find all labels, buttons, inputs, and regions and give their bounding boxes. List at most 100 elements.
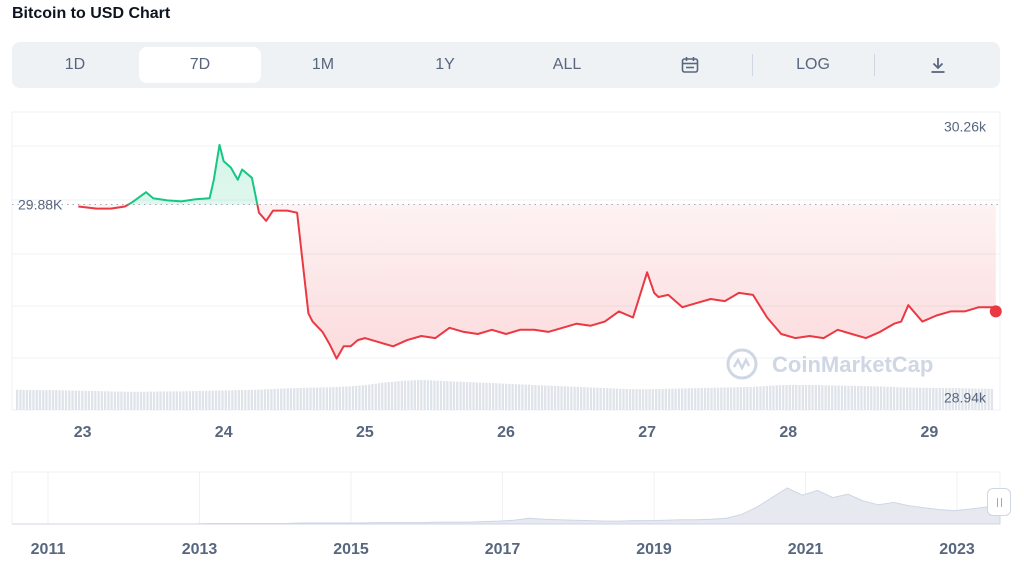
volume-bar: [361, 385, 364, 410]
volume-bar: [306, 387, 309, 410]
volume-bar: [475, 382, 478, 410]
price-line-segment-down: [78, 204, 997, 360]
volume-bar: [254, 389, 257, 410]
range-navigator[interactable]: 2011 2013 2015 2017 2019 2021 2023: [0, 462, 1024, 564]
volume-bar: [837, 385, 840, 410]
volume-bar: [237, 390, 240, 410]
volume-bar: [645, 389, 648, 410]
volume-bar: [387, 382, 390, 410]
volume-bar: [117, 391, 120, 410]
tab-7d[interactable]: 7D: [139, 47, 261, 83]
volume-bar: [919, 387, 922, 410]
volume-bar: [449, 381, 452, 410]
volume-bar: [309, 387, 312, 410]
volume-bar: [586, 387, 589, 410]
volume-bar: [162, 391, 165, 410]
date-range-button[interactable]: [660, 47, 720, 83]
volume-bar: [270, 389, 273, 410]
volume-bar: [94, 391, 97, 410]
volume-bar: [990, 388, 993, 410]
download-button[interactable]: [908, 47, 968, 83]
volume-bar: [873, 386, 876, 410]
x-tick-label: 26: [497, 424, 515, 441]
log-scale-toggle[interactable]: LOG: [796, 56, 830, 73]
volume-bar: [723, 387, 726, 410]
volume-bar: [596, 387, 599, 410]
volume-bar: [22, 389, 25, 410]
volume-bar: [896, 387, 899, 410]
volume-bar: [769, 385, 772, 410]
above-reference-area: [128, 144, 258, 205]
volume-bar: [795, 384, 798, 410]
volume-bar: [469, 382, 472, 410]
volume-bar: [472, 382, 475, 410]
volume-bar: [987, 388, 990, 410]
range-handle[interactable]: [987, 488, 1011, 516]
volume-bar: [677, 388, 681, 410]
volume-bar: [729, 387, 733, 410]
volume-bar: [410, 380, 413, 410]
volume-bar: [351, 386, 355, 410]
volume-bar: [273, 388, 276, 410]
volume-bar: [736, 387, 739, 410]
toolbar-divider: [874, 54, 875, 76]
volume-bar: [267, 389, 270, 410]
tab-1d[interactable]: 1D: [64, 56, 86, 73]
volume-bar: [655, 389, 658, 410]
volume-bar: [87, 390, 90, 410]
volume-bar: [628, 389, 632, 410]
volume-bar: [149, 391, 152, 410]
volume-bar: [348, 386, 351, 410]
volume-bar: [527, 384, 531, 410]
volume-bar: [609, 388, 612, 410]
volume-bar: [159, 391, 162, 410]
volume-bar: [971, 388, 974, 410]
volume-bar: [948, 388, 951, 410]
volume-bar: [439, 380, 443, 410]
volume-bar: [143, 391, 146, 410]
volume-bar: [16, 389, 19, 410]
volume-bar: [791, 384, 795, 410]
volume-bar: [563, 386, 566, 410]
tab-1m[interactable]: 1M: [311, 56, 335, 73]
volume-bar: [315, 387, 319, 410]
volume-bar: [420, 380, 423, 410]
price-chart[interactable]: CoinMarketCap 29.88K 30.26k 28.94k 23 24 25…: [0, 100, 1024, 445]
volume-bar: [801, 384, 804, 410]
volume-bar: [749, 386, 752, 410]
volume-bar: [166, 391, 169, 410]
volume-bar: [524, 384, 527, 410]
volume-bar: [110, 391, 113, 410]
volume-bar: [798, 384, 801, 410]
volume-bar: [827, 385, 830, 410]
tab-all[interactable]: ALL: [552, 56, 582, 73]
volume-bar: [511, 384, 514, 410]
tab-1y[interactable]: 1Y: [435, 56, 455, 73]
volume-bar: [234, 390, 237, 410]
volume-bar: [782, 385, 785, 410]
volume-bar: [606, 388, 609, 410]
volume-bar: [671, 388, 674, 410]
volume-bar: [358, 385, 361, 410]
toolbar-divider: [752, 54, 753, 76]
volume-bar: [540, 385, 544, 410]
volume-bar: [713, 387, 716, 410]
volume-bar: [602, 388, 606, 410]
volume-bar: [544, 385, 547, 410]
volume-bar: [498, 383, 501, 410]
volume-bar: [599, 387, 602, 410]
volume-bar: [899, 387, 902, 410]
volume-bar: [814, 385, 817, 410]
volume-bar: [925, 387, 928, 410]
volume-bar: [188, 391, 192, 410]
navigator-year-label: 2021: [788, 541, 824, 558]
volume-bar: [785, 385, 788, 410]
x-tick-label: 29: [921, 424, 939, 441]
volume-bar: [915, 387, 919, 410]
volume-bar: [889, 386, 892, 410]
volume-bar: [426, 380, 430, 410]
volume-bar: [332, 387, 335, 410]
volume-bar: [100, 391, 104, 410]
volume-bar: [61, 390, 64, 410]
volume-bar: [912, 387, 915, 410]
